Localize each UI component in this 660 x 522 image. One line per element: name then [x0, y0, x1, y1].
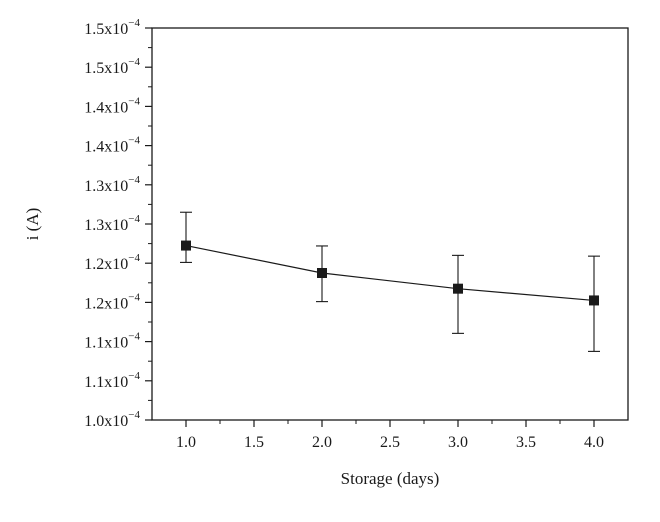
y-tick-label: 1.0x10−4 — [84, 409, 140, 430]
plot-frame — [151, 27, 629, 421]
x-tick-label: 3.0 — [448, 434, 468, 451]
y-tick-label: 1.5x10−4 — [84, 56, 140, 77]
y-tick-label: 1.4x10−4 — [84, 135, 140, 156]
series-layer — [180, 211, 600, 352]
data-point-marker — [453, 283, 463, 294]
y-tick-label: 1.1x10−4 — [84, 370, 140, 391]
x-tick-label: 4.0 — [584, 434, 604, 451]
y-tick-label: 1.2x10−4 — [84, 291, 140, 312]
y-tick-label: 1.5x10−4 — [84, 17, 140, 38]
series-line — [185, 244, 595, 302]
y-axis-ticks: 1.0x10−4 1.1x10−4 1.1x10−4 1.2x10−4 1.2x10−4… — [84, 17, 152, 430]
y-tick-label: 1.3x10−4 — [84, 174, 140, 195]
x-axis-title: Storage (days) — [341, 469, 440, 488]
x-tick-label: 3.5 — [516, 434, 536, 451]
x-tick-label: 2.0 — [312, 434, 332, 451]
y-tick-label: 1.1x10−4 — [84, 331, 140, 352]
x-tick-label: 1.5 — [244, 434, 264, 451]
y-tick-label: 1.3x10−4 — [84, 213, 140, 234]
x-tick-label: 1.0 — [176, 434, 196, 451]
data-point-marker — [181, 240, 191, 251]
y-axis-title: i (A) — [23, 208, 42, 241]
y-tick-label: 1.4x10−4 — [84, 95, 140, 116]
data-point-marker — [589, 295, 599, 306]
plot-area-border — [151, 27, 629, 421]
x-axis-ticks: 1.0 1.5 2.0 2.5 3.0 3.5 4.0 — [176, 420, 604, 451]
x-tick-label: 2.5 — [380, 434, 400, 451]
y-tick-label: 1.2x10−4 — [84, 252, 140, 273]
data-point-marker — [317, 268, 327, 278]
